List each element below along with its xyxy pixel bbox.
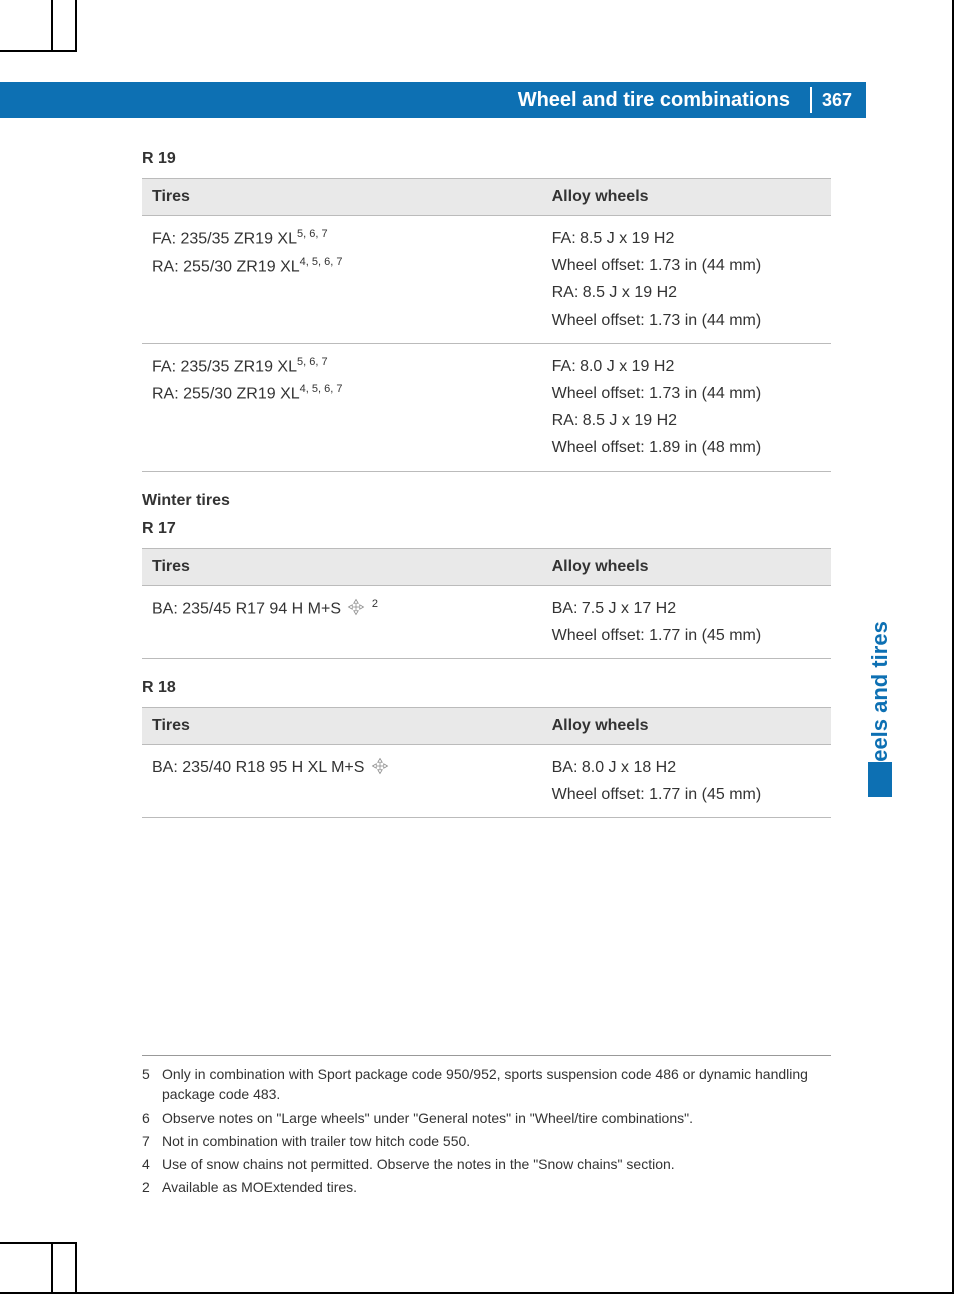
header-title: Wheel and tire combinations xyxy=(518,89,790,112)
cell-wheels: BA: 8.0 J x 18 H2 Wheel offset: 1.77 in … xyxy=(542,744,831,817)
fn-text: Only in combination with Sport package c… xyxy=(162,1064,831,1105)
tire-fa-sup: 5, 6, 7 xyxy=(297,228,328,240)
col-wheels: Alloy wheels xyxy=(542,179,831,216)
wheel-line: Wheel offset: 1.77 in (45 mm) xyxy=(552,627,762,644)
table-row: BA: 235/40 R18 95 H XL M+S BA: 8.0 J x 1… xyxy=(142,744,831,817)
cell-wheels: BA: 7.5 J x 17 H2 Wheel offset: 1.77 in … xyxy=(542,585,831,658)
side-tab-block xyxy=(868,762,892,797)
heading-r19: R 19 xyxy=(142,150,831,168)
fn-num: 4 xyxy=(142,1154,162,1174)
wheel-line: BA: 7.5 J x 17 H2 xyxy=(552,600,677,617)
col-wheels: Alloy wheels xyxy=(542,707,831,744)
cell-tires: FA: 235/35 ZR19 XL5, 6, 7 RA: 255/30 ZR1… xyxy=(142,216,542,344)
wheel-line: Wheel offset: 1.73 in (44 mm) xyxy=(552,312,762,329)
wheel-line: FA: 8.5 J x 19 H2 xyxy=(552,230,675,247)
fn-text: Observe notes on "Large wheels" under "G… xyxy=(162,1108,693,1128)
side-tab: Wheels and tires xyxy=(868,556,892,796)
footnote: 2Available as MOExtended tires. xyxy=(142,1177,831,1197)
tire-ba: BA: 235/45 R17 94 H M+S xyxy=(152,600,341,617)
wheel-line: Wheel offset: 1.73 in (44 mm) xyxy=(552,385,762,402)
col-wheels: Alloy wheels xyxy=(542,548,831,585)
table-row: FA: 235/35 ZR19 XL5, 6, 7 RA: 255/30 ZR1… xyxy=(142,216,831,344)
fn-text: Use of snow chains not permitted. Observ… xyxy=(162,1154,675,1174)
cell-wheels: FA: 8.5 J x 19 H2 Wheel offset: 1.73 in … xyxy=(542,216,831,344)
col-tires: Tires xyxy=(142,548,542,585)
footnote: 5Only in combination with Sport package … xyxy=(142,1064,831,1105)
content-area: R 19 Tires Alloy wheels FA: 235/35 ZR19 … xyxy=(142,150,831,818)
tire-ra: RA: 255/30 ZR19 XL xyxy=(152,386,300,403)
snowflake-icon xyxy=(347,598,365,616)
cell-tires: FA: 235/35 ZR19 XL5, 6, 7 RA: 255/30 ZR1… xyxy=(142,343,542,471)
heading-winter: Winter tires xyxy=(142,492,831,510)
tire-ra-sup: 4, 5, 6, 7 xyxy=(300,383,343,395)
col-tires: Tires xyxy=(142,179,542,216)
cell-tires: BA: 235/40 R18 95 H XL M+S xyxy=(142,744,542,817)
wheel-line: Wheel offset: 1.89 in (48 mm) xyxy=(552,439,762,456)
wheel-line: RA: 8.5 J x 19 H2 xyxy=(552,284,677,301)
crop-mark-bottom xyxy=(0,1242,77,1294)
tire-ba: BA: 235/40 R18 95 H XL M+S xyxy=(152,759,364,776)
table-row: BA: 235/45 R17 94 H M+S 2 BA: 7.5 J x 17… xyxy=(142,585,831,658)
wheel-line: Wheel offset: 1.73 in (44 mm) xyxy=(552,257,762,274)
col-tires: Tires xyxy=(142,707,542,744)
cell-tires: BA: 235/45 R17 94 H M+S 2 xyxy=(142,585,542,658)
fn-text: Available as MOExtended tires. xyxy=(162,1177,357,1197)
heading-r18: R 18 xyxy=(142,679,831,697)
fn-text: Not in combination with trailer tow hitc… xyxy=(162,1131,470,1151)
fn-num: 5 xyxy=(142,1064,162,1105)
tire-sup: 2 xyxy=(372,598,378,610)
fn-num: 2 xyxy=(142,1177,162,1197)
table-r19: Tires Alloy wheels FA: 235/35 ZR19 XL5, … xyxy=(142,178,831,472)
tire-fa: FA: 235/35 ZR19 XL xyxy=(152,230,297,247)
footnote: 6Observe notes on "Large wheels" under "… xyxy=(142,1108,831,1128)
crop-mark-top xyxy=(0,0,77,52)
cell-wheels: FA: 8.0 J x 19 H2 Wheel offset: 1.73 in … xyxy=(542,343,831,471)
tire-ra: RA: 255/30 ZR19 XL xyxy=(152,258,300,275)
tire-ra-sup: 4, 5, 6, 7 xyxy=(300,256,343,268)
header-divider xyxy=(810,87,812,113)
wheel-line: BA: 8.0 J x 18 H2 xyxy=(552,759,677,776)
footnote: 7Not in combination with trailer tow hit… xyxy=(142,1131,831,1151)
table-row: FA: 235/35 ZR19 XL5, 6, 7 RA: 255/30 ZR1… xyxy=(142,343,831,471)
footnotes: 5Only in combination with Sport package … xyxy=(142,1055,831,1201)
snowflake-icon xyxy=(371,757,389,775)
heading-r17: R 17 xyxy=(142,520,831,538)
page-header: Wheel and tire combinations 367 xyxy=(0,82,866,118)
fn-num: 6 xyxy=(142,1108,162,1128)
fn-num: 7 xyxy=(142,1131,162,1151)
wheel-line: Wheel offset: 1.77 in (45 mm) xyxy=(552,786,762,803)
footnote: 4Use of snow chains not permitted. Obser… xyxy=(142,1154,831,1174)
wheel-line: RA: 8.5 J x 19 H2 xyxy=(552,412,677,429)
tire-fa: FA: 235/35 ZR19 XL xyxy=(152,358,297,375)
wheel-line: FA: 8.0 J x 19 H2 xyxy=(552,358,675,375)
table-r18: Tires Alloy wheels BA: 235/40 R18 95 H X… xyxy=(142,707,831,818)
table-r17: Tires Alloy wheels BA: 235/45 R17 94 H M… xyxy=(142,548,831,659)
tire-fa-sup: 5, 6, 7 xyxy=(297,356,328,368)
page-number: 367 xyxy=(822,90,852,111)
